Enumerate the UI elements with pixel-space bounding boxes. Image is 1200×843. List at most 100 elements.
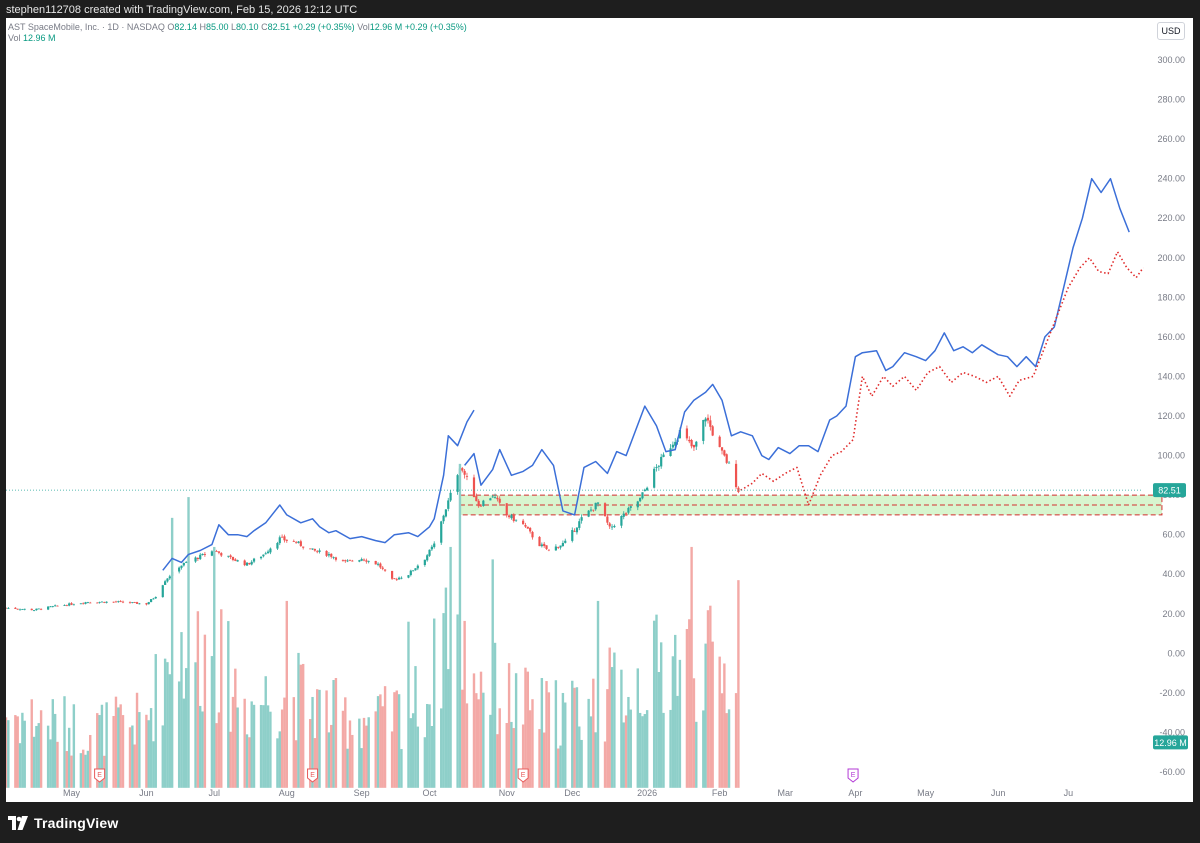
- volume-bar: [199, 705, 202, 788]
- candle-up: [580, 517, 583, 521]
- price-axis-label: 260.00: [1157, 134, 1185, 144]
- volume-bar: [79, 753, 83, 788]
- volume-bar: [358, 718, 361, 788]
- volume-bar: [381, 706, 384, 788]
- volume-bar: [400, 749, 403, 788]
- candle-up: [7, 607, 10, 609]
- volume-bar: [252, 704, 256, 788]
- time-axis-label: Nov: [499, 788, 516, 798]
- volume-legend-label[interactable]: Vol: [8, 33, 21, 43]
- earnings-marker-icon[interactable]: [847, 768, 859, 783]
- chart-pane[interactable]: -60.00 -40.00 -20.00 0.00 20.00 40.00 60.00 80.…: [6, 18, 1193, 802]
- volume-bar: [367, 717, 370, 788]
- volume-bar: [250, 701, 253, 788]
- volume-bar: [540, 678, 544, 788]
- price-axis-label: 300.00: [1157, 55, 1185, 65]
- volume-bar: [217, 712, 221, 788]
- candle-up: [594, 502, 597, 510]
- candle-down: [545, 545, 548, 549]
- candle-down: [16, 608, 19, 610]
- price-axis-label: 140.00: [1157, 371, 1185, 381]
- candle-down: [592, 509, 595, 511]
- volume-bar: [425, 703, 429, 788]
- candle-up: [18, 609, 22, 611]
- candle-down: [56, 605, 59, 607]
- volume-bar: [49, 739, 52, 788]
- candle-up: [561, 542, 565, 547]
- candle-up: [442, 515, 445, 522]
- candle-up: [564, 540, 567, 543]
- volume-bar: [447, 669, 450, 788]
- volume-bar: [365, 725, 368, 788]
- volume-bar: [348, 720, 352, 788]
- projection-path-2[interactable]: [464, 177, 1130, 516]
- candle-down: [299, 541, 302, 546]
- candle-down: [496, 497, 499, 500]
- volume-bar: [383, 686, 387, 788]
- volume-bar: [128, 727, 132, 788]
- time-axis-label: Feb: [712, 788, 728, 798]
- volume-bar: [393, 692, 396, 788]
- candle-down: [685, 428, 689, 439]
- volume-bar: [489, 714, 492, 788]
- candle-down: [463, 470, 466, 475]
- legend-change: +0.29 (+0.35%): [292, 22, 355, 32]
- earnings-marker-icon[interactable]: [94, 768, 106, 783]
- volume-bar: [84, 754, 87, 788]
- candle-down: [379, 563, 382, 568]
- candle-up: [131, 602, 134, 604]
- volume-bar: [603, 741, 607, 788]
- volume-bar: [622, 722, 625, 788]
- currency-button[interactable]: USD: [1157, 22, 1185, 40]
- candle-down: [103, 601, 106, 603]
- candle-up: [185, 562, 188, 563]
- candle-down: [711, 426, 714, 436]
- price-axis-label: -40.00: [1159, 727, 1185, 737]
- candle-up: [409, 570, 412, 576]
- volume-bar: [16, 716, 19, 788]
- volume-bar: [96, 713, 99, 788]
- volume-bar: [37, 723, 40, 788]
- candle-up: [227, 555, 230, 557]
- candle-up: [276, 543, 279, 549]
- candle-down: [112, 601, 115, 603]
- candle-down: [723, 450, 726, 456]
- candle-down: [461, 468, 464, 471]
- candle-down: [309, 548, 312, 550]
- volume-bar: [325, 690, 328, 788]
- earnings-marker-icon[interactable]: [517, 768, 529, 783]
- candle-up: [489, 498, 492, 501]
- candle-down: [531, 531, 534, 538]
- candle-up: [587, 510, 590, 517]
- projection-path-1[interactable]: [162, 409, 475, 571]
- volume-bar: [638, 712, 642, 788]
- candle-down: [624, 512, 628, 514]
- volume-bar: [414, 666, 417, 788]
- time-axis-label: Oct: [423, 788, 438, 798]
- volume-bar: [98, 715, 101, 788]
- legend-symbol[interactable]: AST SpaceMobile, Inc. · 1D · NASDAQ: [8, 22, 165, 32]
- tradingview-logo[interactable]: TradingView: [8, 815, 118, 831]
- candle-up: [641, 492, 644, 499]
- volume-bar: [477, 699, 480, 788]
- projection-path-dotted[interactable]: [740, 251, 1144, 506]
- price-chart[interactable]: -60.00 -40.00 -20.00 0.00 20.00 40.00 60.00 80.…: [6, 18, 1193, 802]
- candle-up: [152, 598, 155, 600]
- candle-up: [63, 605, 66, 606]
- candle-up: [515, 519, 518, 521]
- last-price-label: 82.51: [1158, 486, 1181, 496]
- volume-bar: [433, 618, 436, 788]
- price-axis-label: 40.00: [1162, 569, 1185, 579]
- volume-bar: [411, 713, 415, 788]
- earnings-marker-icon[interactable]: [307, 768, 319, 783]
- candle-down: [362, 559, 366, 561]
- candle-down: [725, 454, 728, 463]
- candle-up: [639, 497, 642, 502]
- volume-bar: [266, 705, 270, 788]
- candle-down: [603, 503, 607, 517]
- candle-down: [543, 543, 546, 547]
- volume-bar: [514, 673, 518, 788]
- volume-bar: [608, 647, 611, 788]
- volume-bar: [30, 699, 33, 788]
- volume-bar: [409, 718, 413, 788]
